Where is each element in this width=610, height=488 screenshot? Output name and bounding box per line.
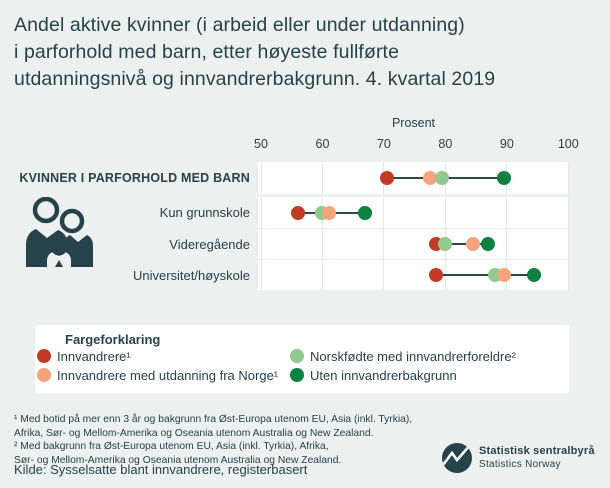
- family-icon: [26, 197, 93, 267]
- x-axis-tick: 100: [557, 137, 579, 151]
- legend-label: Uten innvandrerbakgrunn: [310, 368, 457, 383]
- data-point: [438, 236, 453, 251]
- legend-dot-orange: [37, 368, 51, 382]
- title-line-2: i parforhold med barn, etter høyeste ful…: [14, 41, 400, 63]
- vertical-gridline: [567, 197, 569, 290]
- legend-dot-red: [37, 349, 51, 363]
- logo-name-norwegian: Statistisk sentralbyrå: [479, 445, 595, 457]
- legend-dot-light-green: [290, 349, 304, 363]
- data-point: [429, 267, 444, 282]
- data-point: [321, 205, 336, 220]
- data-point: [379, 171, 394, 185]
- vertical-gridline: [321, 197, 323, 290]
- vertical-gridline: [260, 197, 262, 290]
- legend-label: Innvandrere¹: [57, 349, 131, 364]
- logo-name-english: Statistics Norway: [479, 459, 561, 470]
- data-point: [527, 267, 542, 282]
- dot-row-videregaende: [258, 228, 569, 259]
- footnote-line: Afrika, Sør- og Mellom-Amerika og Oseani…: [14, 427, 374, 439]
- category-label-videregaende: Videregående: [169, 236, 250, 252]
- legend-title: Fargeforklaring: [65, 332, 161, 347]
- data-point: [435, 171, 450, 185]
- data-point: [481, 236, 496, 251]
- vertical-gridline: [321, 162, 323, 194]
- data-point: [290, 205, 305, 220]
- source-note: Kilde: Sysselsatte blant innvandrere, re…: [14, 462, 308, 477]
- connector-line: [436, 242, 489, 245]
- footnote-line: ¹ Med botid på mer enn 3 år og bakgrunn …: [14, 414, 413, 425]
- ssb-logo-icon: [442, 443, 472, 473]
- page-title: Andel aktive kvinner (i arbeid eller und…: [14, 12, 598, 93]
- data-point: [423, 171, 437, 185]
- legend-item-innvandrere: Innvandrere¹: [37, 348, 297, 364]
- vertical-gridline: [567, 162, 569, 194]
- dot-row-total: [258, 162, 569, 194]
- category-label-total: KVINNER I PARFORHOLD MED BARN: [19, 171, 250, 185]
- data-point: [358, 205, 373, 220]
- x-axis-tick: 50: [254, 137, 268, 151]
- footnotes: ¹ Med botid på mer enn 3 år og bakgrunn …: [14, 413, 454, 467]
- x-axis-label: Prosent: [391, 116, 436, 130]
- footnote-line: ² Med bakgrunn fra Øst-Europa utenom EU,…: [14, 441, 329, 452]
- connector-line: [436, 273, 535, 276]
- horizontal-gridline: [258, 228, 569, 229]
- x-axis-tick: 90: [499, 137, 514, 151]
- legend-item-utdanning-norge: Innvandrere med utdanning fra Norge¹: [37, 367, 297, 383]
- category-label-universitet: Universitet/høyskole: [132, 267, 250, 283]
- footnote-line: Sør- og Mellom-Amerika og Oseania utenom…: [14, 454, 342, 466]
- legend-label: Norskfødte med innvandrerforeldre²: [310, 349, 516, 364]
- title-line-1: Andel aktive kvinner (i arbeid eller und…: [14, 14, 465, 36]
- title-line-3: utdanningsnivå og innvandrerbakgrunn. 4.…: [14, 68, 496, 90]
- legend-item-norskfodte: Norskfødte med innvandrerforeldre²: [290, 348, 565, 364]
- x-axis-tick: 80: [438, 137, 453, 151]
- legend-dot-dark-green: [290, 368, 304, 382]
- legend-item-uten-bakgrunn: Uten innvandrerbakgrunn: [290, 367, 565, 383]
- x-axis-tick: 60: [315, 137, 330, 151]
- category-label-grunnskole: Kun grunnskole: [159, 205, 250, 220]
- dot-row-grunnskole: [258, 197, 569, 228]
- legend: Fargeforklaring Innvandrere¹ Innvandrere…: [35, 325, 569, 393]
- vertical-gridline: [260, 162, 262, 194]
- data-point: [496, 171, 511, 185]
- horizontal-gridline: [258, 259, 569, 260]
- vertical-gridline: [506, 197, 508, 290]
- dot-row-universitet: [258, 259, 569, 290]
- data-point: [496, 267, 511, 282]
- vertical-gridline: [383, 197, 385, 290]
- legend-label: Innvandrere med utdanning fra Norge¹: [57, 368, 279, 383]
- data-point: [466, 236, 481, 251]
- x-axis-tick: 70: [376, 137, 391, 151]
